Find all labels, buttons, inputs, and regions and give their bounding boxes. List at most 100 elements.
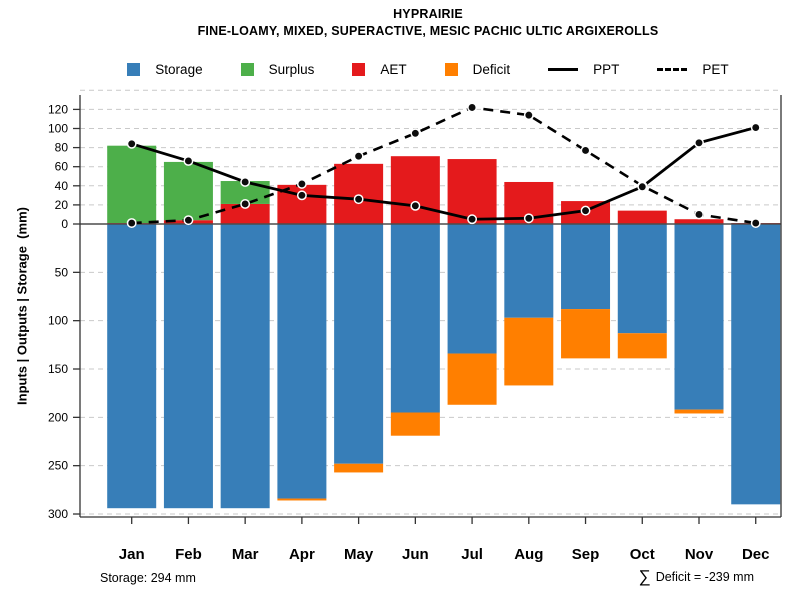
- storage-bar-Apr: [277, 224, 327, 499]
- month-label-Jan: Jan: [119, 546, 145, 563]
- deficit-bar-Jul: [447, 353, 497, 405]
- storage-bar-Jul: [447, 224, 497, 354]
- legend-item-ppt: PPT: [548, 62, 619, 77]
- legend-label: PET: [702, 62, 729, 77]
- ppt-point-Apr: [296, 190, 307, 201]
- ytick-label-up-20: 20: [55, 198, 69, 212]
- deficit-bar-May: [334, 463, 384, 473]
- storage-bar-Aug: [504, 224, 554, 318]
- ppt-point-Dec: [750, 122, 761, 133]
- legend-item-aet: AET: [352, 62, 407, 77]
- month-label-Mar: Mar: [232, 546, 259, 563]
- ppt-point-Mar: [240, 177, 251, 187]
- sum-symbol: ∑: [638, 567, 651, 586]
- pet-point-Mar: [240, 198, 251, 209]
- deficit-bar-Oct: [617, 333, 667, 359]
- legend: Storage Surplus AET Deficit PPT PET: [56, 62, 800, 77]
- ppt-point-Feb: [183, 156, 194, 166]
- legend-label: AET: [380, 62, 407, 77]
- month-label-Nov: Nov: [685, 546, 714, 563]
- deficit-swatch-icon: [444, 63, 458, 76]
- chart-subtitle: FINE-LOAMY, MIXED, SUPERACTIVE, MESIC PA…: [197, 24, 659, 38]
- legend-item-deficit: Deficit: [444, 62, 511, 77]
- aet-bar-Jun: [390, 156, 440, 224]
- deficit-bar-Sep: [561, 309, 611, 359]
- legend-label: Storage: [155, 62, 203, 77]
- ppt-point-Sep: [580, 205, 591, 216]
- ytick-label-up-60: 60: [55, 160, 69, 174]
- month-label-Dec: Dec: [742, 546, 770, 563]
- month-label-Feb: Feb: [175, 546, 202, 563]
- deficit-bar-Nov: [674, 409, 724, 414]
- storage-bar-Sep: [561, 224, 611, 310]
- pet-line: [131, 106, 756, 225]
- pet-point-Jan: [126, 218, 137, 228]
- ytick-label-down-250: 250: [48, 459, 68, 473]
- month-label-Apr: Apr: [289, 546, 315, 563]
- aet-bar-May: [334, 163, 384, 224]
- ppt-point-Jun: [410, 200, 421, 211]
- surplus-bar-Feb: [163, 161, 213, 221]
- ppt-line-sample-icon: [548, 68, 579, 71]
- month-label-Jul: Jul: [461, 546, 483, 563]
- pet-point-Apr: [296, 178, 307, 189]
- storage-bar-Jun: [390, 224, 440, 413]
- pet-point-Nov: [694, 209, 704, 220]
- ytick-label-down-100: 100: [48, 314, 68, 328]
- ytick-label-down-300: 300: [48, 507, 68, 521]
- storage-bar-Nov: [674, 224, 724, 410]
- storage-bar-Feb: [163, 224, 213, 509]
- storage-bar-May: [334, 224, 384, 464]
- pet-point-Feb: [183, 215, 194, 226]
- surplus-bar-Jan: [107, 145, 157, 224]
- aet-bar-Mar: [220, 203, 270, 224]
- legend-label: PPT: [593, 62, 620, 77]
- month-label-Sep: Sep: [572, 546, 600, 563]
- legend-label: Surplus: [268, 62, 315, 77]
- ytick-label-up-100: 100: [48, 122, 68, 136]
- storage-bar-Dec: [731, 224, 781, 505]
- ppt-point-Nov: [694, 137, 704, 148]
- pet-point-Dec: [750, 218, 761, 228]
- deficit-bar-Apr: [277, 498, 327, 501]
- aet-bar-Jul: [447, 159, 497, 224]
- aet-bar-Oct: [617, 210, 667, 224]
- ppt-point-Jul: [467, 214, 478, 225]
- pet-point-May: [353, 151, 364, 162]
- surplus-bar-Mar: [220, 181, 270, 204]
- month-label-Oct: Oct: [630, 546, 655, 563]
- aet-bar-Nov: [674, 219, 724, 224]
- ytick-label-up-0: 0: [61, 217, 68, 231]
- storage-bar-Mar: [220, 224, 270, 509]
- month-label-Aug: Aug: [514, 546, 543, 563]
- storage-swatch-icon: [127, 63, 141, 76]
- legend-item-surplus: Surplus: [240, 62, 315, 77]
- pet-point-Sep: [580, 145, 591, 156]
- pet-point-Jun: [410, 128, 421, 139]
- storage-bar-Oct: [617, 224, 667, 334]
- ppt-point-Aug: [523, 213, 534, 224]
- ytick-label-down-200: 200: [48, 410, 68, 424]
- ytick-label-up-80: 80: [55, 141, 69, 155]
- ytick-label-down-150: 150: [48, 362, 68, 376]
- legend-label: Deficit: [472, 62, 511, 77]
- surplus-swatch-icon: [240, 63, 254, 76]
- ytick-label-down-50: 50: [55, 265, 69, 279]
- legend-item-storage: Storage: [127, 62, 203, 77]
- legend-item-pet: PET: [657, 62, 729, 77]
- chart-title: HYPRAIRIE: [393, 7, 463, 21]
- ppt-point-May: [353, 194, 364, 205]
- deficit-sum-text: Deficit = -239 mm: [655, 569, 754, 584]
- pet-point-Aug: [523, 110, 534, 121]
- storage-annotation: Storage: 294 mm: [100, 571, 196, 585]
- month-label-Jun: Jun: [402, 546, 429, 563]
- ppt-line: [131, 126, 757, 221]
- ppt-point-Oct: [637, 181, 648, 192]
- aet-swatch-icon: [352, 63, 366, 76]
- month-label-May: May: [344, 546, 374, 563]
- chart-header: HYPRAIRIE FINE-LOAMY, MIXED, SUPERACTIVE…: [56, 7, 800, 38]
- deficit-bar-Aug: [504, 317, 554, 386]
- pet-point-Jul: [467, 102, 478, 113]
